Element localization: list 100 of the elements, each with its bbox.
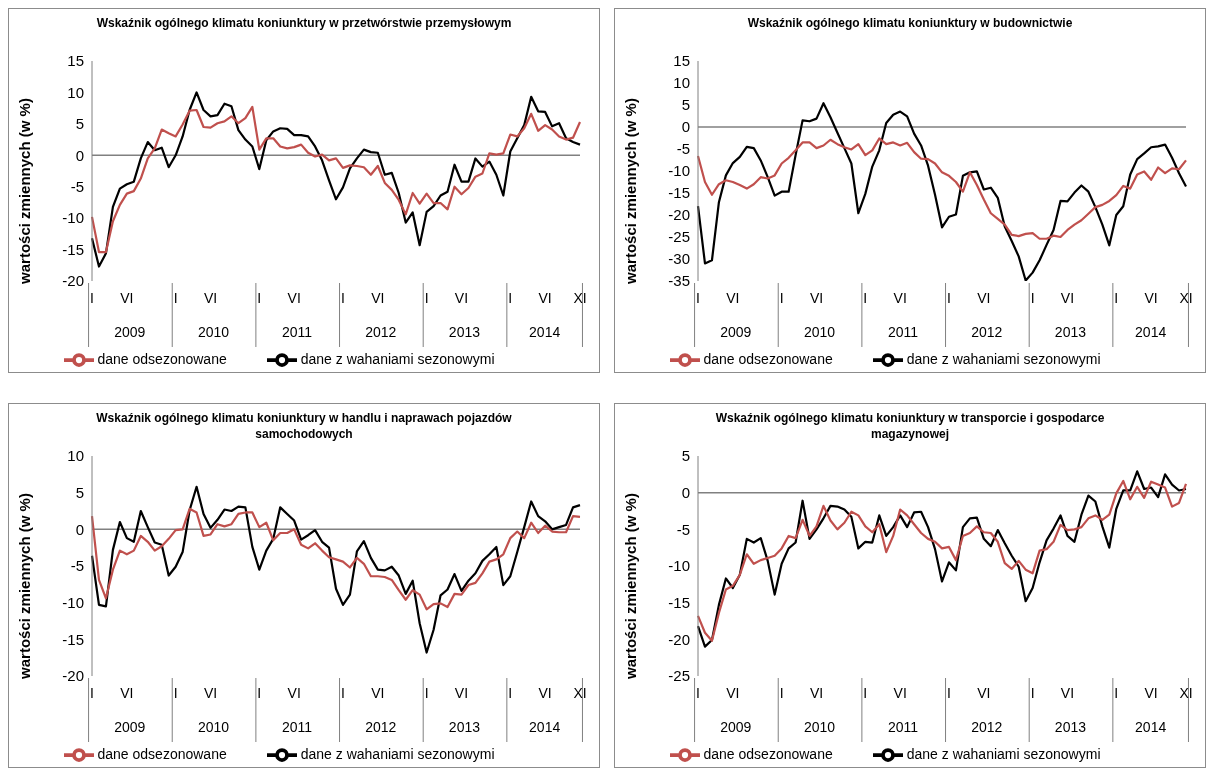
line-series xyxy=(90,91,582,268)
x-tick-label: VI xyxy=(371,290,385,306)
x-tick-label: XI xyxy=(573,685,587,701)
x-tick-label: VI xyxy=(726,290,740,306)
x-tick-label: VI xyxy=(203,290,218,306)
y-axis-title: wartości zmiennych (w %) xyxy=(16,98,33,285)
x-tick-label: XI xyxy=(1179,685,1193,701)
chart-title: Wskaźnik ogólnego klimatu koniunktury w przetwórstwie przemysłowym xyxy=(96,15,512,32)
y-tick-label: -5 xyxy=(70,557,84,575)
text: 2011 xyxy=(888,324,919,340)
y-tick-label: -5 xyxy=(676,140,690,158)
y-tick-label: -10 xyxy=(62,209,84,227)
y-tick-label: -20 xyxy=(62,667,84,685)
text: 2013 xyxy=(448,324,481,340)
y-tick-label: -25 xyxy=(668,228,690,246)
y-tick-label: -10 xyxy=(62,593,84,611)
x-tick-label: I xyxy=(863,290,868,306)
x-tick-label: I xyxy=(1114,685,1119,701)
text: 2012 xyxy=(365,324,397,340)
y-tick-label: -20 xyxy=(668,206,690,224)
x-tick-label: VI xyxy=(287,685,301,701)
line-series xyxy=(90,507,582,611)
text: 2011 xyxy=(282,719,313,735)
text: 2014 xyxy=(529,719,561,735)
x-tick-label: VI xyxy=(454,685,469,701)
chart-title: Wskaźnik ogólnego klimatu koniunktury w budownictwie xyxy=(747,15,1073,32)
legend-label: dane z wahaniami sezonowymi xyxy=(906,745,1101,762)
y-tick-label: 10 xyxy=(67,83,84,101)
text: 2011 xyxy=(282,324,313,340)
chart-title: Wskaźnik ogólnego klimatu koniunktury w handlu i naprawach pojazdów samochodowych xyxy=(95,410,513,443)
x-tick-label: VI xyxy=(287,290,301,306)
x-tick-label: I xyxy=(90,685,94,701)
y-tick-label: 5 xyxy=(681,447,690,465)
y-tick-label: -35 xyxy=(668,272,690,290)
y-tick-label: -25 xyxy=(668,667,690,685)
text: 2009 xyxy=(114,719,146,735)
text: 2014 xyxy=(1135,719,1167,735)
y-tick-label: -15 xyxy=(62,630,84,648)
legend-label: dane z wahaniami sezonowymi xyxy=(906,350,1101,367)
y-tick-label: 10 xyxy=(67,447,84,465)
y-tick-label: -20 xyxy=(668,630,690,648)
x-tick-label: I xyxy=(424,685,429,701)
x-tick-label: VI xyxy=(371,685,385,701)
x-tick-label: VI xyxy=(454,290,469,306)
text: 2010 xyxy=(197,324,230,340)
text: 2012 xyxy=(971,324,1003,340)
x-tick-label: I xyxy=(1030,290,1035,306)
y-tick-label: 0 xyxy=(75,146,84,164)
text: 2012 xyxy=(365,719,397,735)
x-tick-label: I xyxy=(508,685,513,701)
y-tick-label: -5 xyxy=(70,178,84,196)
text: 2011 xyxy=(888,719,919,735)
x-tick-label: VI xyxy=(538,290,552,306)
x-tick-label: VI xyxy=(977,685,991,701)
x-tick-label: I xyxy=(90,290,94,306)
x-tick-label: VI xyxy=(120,290,134,306)
legend-label: dane odsezonowane xyxy=(97,745,227,762)
text: 2009 xyxy=(720,324,752,340)
y-axis-title: wartości zmiennych (w %) xyxy=(16,493,33,680)
y-tick-label: -15 xyxy=(668,184,690,202)
y-tick-label: 5 xyxy=(75,483,84,501)
y-tick-label: -30 xyxy=(668,250,690,268)
chart-title: Wskaźnik ogólnego klimatu koniunktury w transporcie i gospodarce magazynowej xyxy=(714,410,1106,443)
y-tick-label: 15 xyxy=(673,52,690,70)
x-tick-label: VI xyxy=(977,290,991,306)
y-tick-label: 0 xyxy=(75,520,84,538)
line-series xyxy=(696,102,1188,281)
x-tick-label: VI xyxy=(1144,685,1158,701)
text: 2010 xyxy=(197,719,230,735)
x-tick-label: I xyxy=(1114,290,1119,306)
x-tick-label: I xyxy=(508,290,513,306)
text: 2013 xyxy=(448,719,481,735)
y-tick-label: -10 xyxy=(668,162,690,180)
line-series xyxy=(90,105,582,254)
x-tick-label: I xyxy=(1030,685,1035,701)
y-tick-label: 5 xyxy=(75,115,84,133)
x-tick-label: I xyxy=(863,685,868,701)
x-tick-label: VI xyxy=(893,685,907,701)
text: 2014 xyxy=(1135,324,1167,340)
y-axis-title: wartości zmiennych (w %) xyxy=(622,98,639,285)
legend-label: dane z wahaniami sezonowymi xyxy=(300,745,495,762)
y-tick-label: 10 xyxy=(673,74,690,92)
y-axis-title: wartości zmiennych (w %) xyxy=(622,493,639,680)
text: 2013 xyxy=(1054,324,1087,340)
text: 2010 xyxy=(803,719,836,735)
text: 2012 xyxy=(971,719,1003,735)
text: 2013 xyxy=(1054,719,1087,735)
x-tick-label: I xyxy=(257,685,262,701)
x-tick-label: I xyxy=(779,290,784,306)
y-tick-label: -5 xyxy=(676,520,690,538)
x-tick-label: VI xyxy=(203,685,218,701)
y-tick-label: 15 xyxy=(67,52,84,70)
line-series xyxy=(696,137,1188,240)
x-tick-label: I xyxy=(257,290,262,306)
x-tick-label: I xyxy=(341,685,345,701)
legend-label: dane odsezonowane xyxy=(97,350,227,367)
x-tick-label: VI xyxy=(809,685,824,701)
text: 2014 xyxy=(529,324,561,340)
x-tick-label: XI xyxy=(573,290,587,306)
y-tick-label: 0 xyxy=(681,118,690,136)
